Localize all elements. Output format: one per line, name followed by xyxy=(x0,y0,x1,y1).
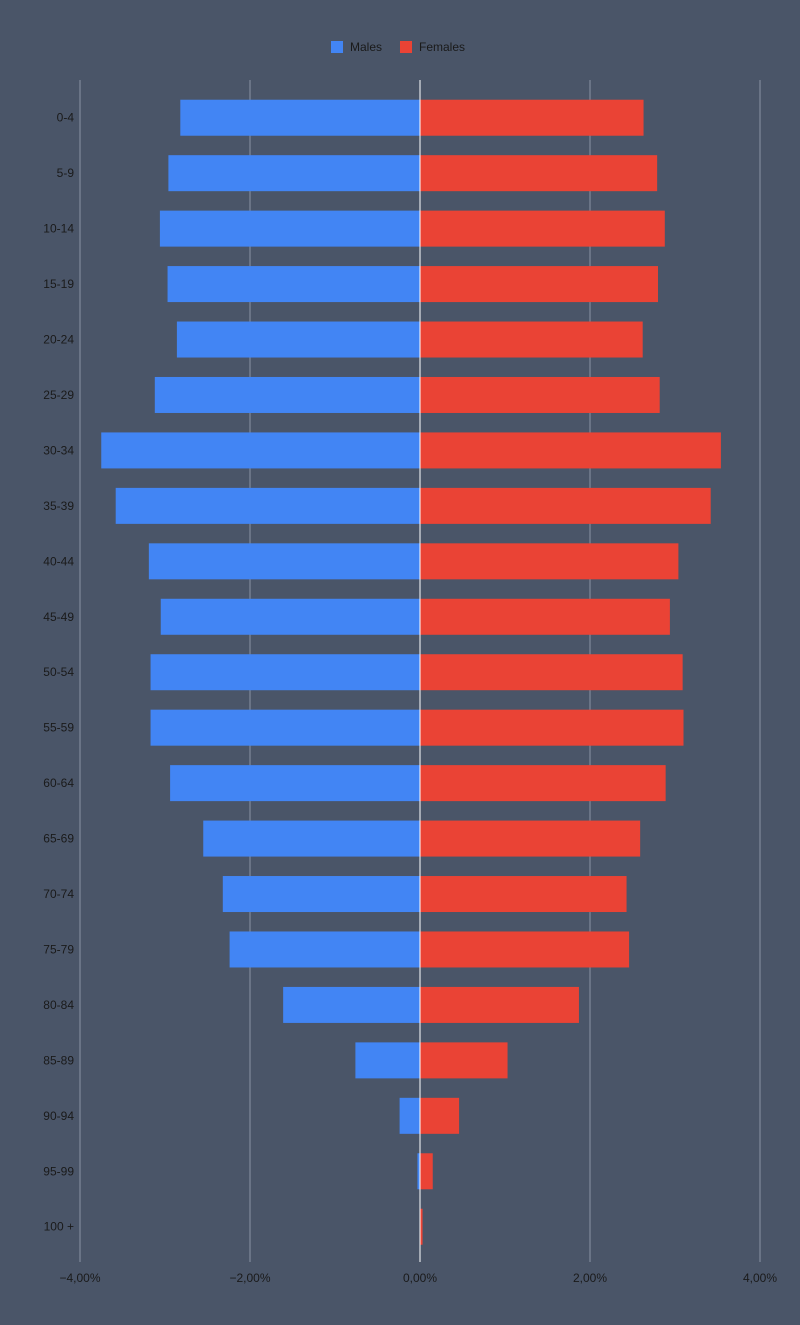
bar-males-45-49 xyxy=(160,598,420,635)
category-label: 70-74 xyxy=(43,887,74,901)
category-label: 15-19 xyxy=(43,277,74,291)
bar-males-0-4 xyxy=(180,99,420,136)
bar-females-40-44 xyxy=(420,543,679,580)
bar-females-50-54 xyxy=(420,654,683,691)
category-label: 35-39 xyxy=(43,499,74,513)
category-label: 90-94 xyxy=(43,1109,74,1123)
bar-females-85-89 xyxy=(420,1042,508,1079)
bar-males-30-34 xyxy=(101,432,420,469)
bar-females-30-34 xyxy=(420,432,721,469)
bar-males-90-94 xyxy=(399,1097,420,1134)
x-tick-label: 4,00% xyxy=(743,1271,777,1285)
bar-males-75-79 xyxy=(229,931,420,968)
category-label: 50-54 xyxy=(43,665,74,679)
bar-males-60-64 xyxy=(170,765,420,802)
x-tick-label: 2,00% xyxy=(573,1271,607,1285)
bar-males-25-29 xyxy=(154,376,421,413)
category-label: 65-69 xyxy=(43,832,74,846)
bars xyxy=(101,99,721,1245)
bar-females-80-84 xyxy=(420,986,579,1023)
bar-females-90-94 xyxy=(420,1097,460,1134)
category-label: 100 + xyxy=(44,1220,74,1234)
category-label: 80-84 xyxy=(43,998,74,1012)
x-tick-label: −2,00% xyxy=(229,1271,270,1285)
category-label: 20-24 xyxy=(43,333,74,347)
bar-males-65-69 xyxy=(203,820,420,857)
bar-females-35-39 xyxy=(420,487,711,524)
legend-label-females: Females xyxy=(419,40,465,54)
x-tick-labels: −4,00% −2,00% 0,00% 2,00% 4,00% xyxy=(59,1271,777,1285)
bar-males-20-24 xyxy=(176,321,420,358)
bar-females-65-69 xyxy=(420,820,641,857)
bar-females-95-99 xyxy=(420,1153,433,1190)
category-label: 55-59 xyxy=(43,721,74,735)
bar-females-0-4 xyxy=(420,99,644,136)
legend-swatch-males xyxy=(331,41,343,53)
category-label: 30-34 xyxy=(43,443,74,457)
bar-females-100 xyxy=(420,1208,423,1245)
bar-males-85-89 xyxy=(355,1042,420,1079)
category-label: 95-99 xyxy=(43,1164,74,1178)
legend: Males Females xyxy=(331,40,465,54)
bar-males-5-9 xyxy=(168,155,420,192)
category-label: 5-9 xyxy=(57,166,75,180)
bar-males-80-84 xyxy=(283,986,420,1023)
category-label: 25-29 xyxy=(43,388,74,402)
category-label: 45-49 xyxy=(43,610,74,624)
bar-males-15-19 xyxy=(167,266,420,303)
bar-males-70-74 xyxy=(222,876,420,913)
bar-females-45-49 xyxy=(420,598,670,635)
bar-males-10-14 xyxy=(159,210,420,247)
legend-swatch-females xyxy=(400,41,412,53)
bar-females-70-74 xyxy=(420,876,627,913)
category-label: 40-44 xyxy=(43,554,74,568)
category-labels: 0-4 5-9 10-14 15-19 20-24 25-29 30-34 35-39 40-4… xyxy=(43,111,74,1234)
category-label: 75-79 xyxy=(43,942,74,956)
bar-females-75-79 xyxy=(420,931,630,968)
category-label: 60-64 xyxy=(43,776,74,790)
legend-label-males: Males xyxy=(350,40,382,54)
bar-females-55-59 xyxy=(420,709,684,746)
bar-females-10-14 xyxy=(420,210,665,247)
bar-males-95-99 xyxy=(417,1153,420,1190)
category-label: 10-14 xyxy=(43,222,74,236)
bar-females-60-64 xyxy=(420,765,666,802)
bar-females-5-9 xyxy=(420,155,658,192)
bar-males-55-59 xyxy=(150,709,421,746)
x-tick-label: 0,00% xyxy=(403,1271,437,1285)
x-tick-label: −4,00% xyxy=(59,1271,100,1285)
bar-males-50-54 xyxy=(150,654,421,691)
category-label: 0-4 xyxy=(57,111,75,125)
bar-males-35-39 xyxy=(115,487,420,524)
bar-males-40-44 xyxy=(148,543,420,580)
bar-females-25-29 xyxy=(420,376,660,413)
category-label: 85-89 xyxy=(43,1053,74,1067)
bar-females-15-19 xyxy=(420,266,658,303)
bar-females-20-24 xyxy=(420,321,643,358)
